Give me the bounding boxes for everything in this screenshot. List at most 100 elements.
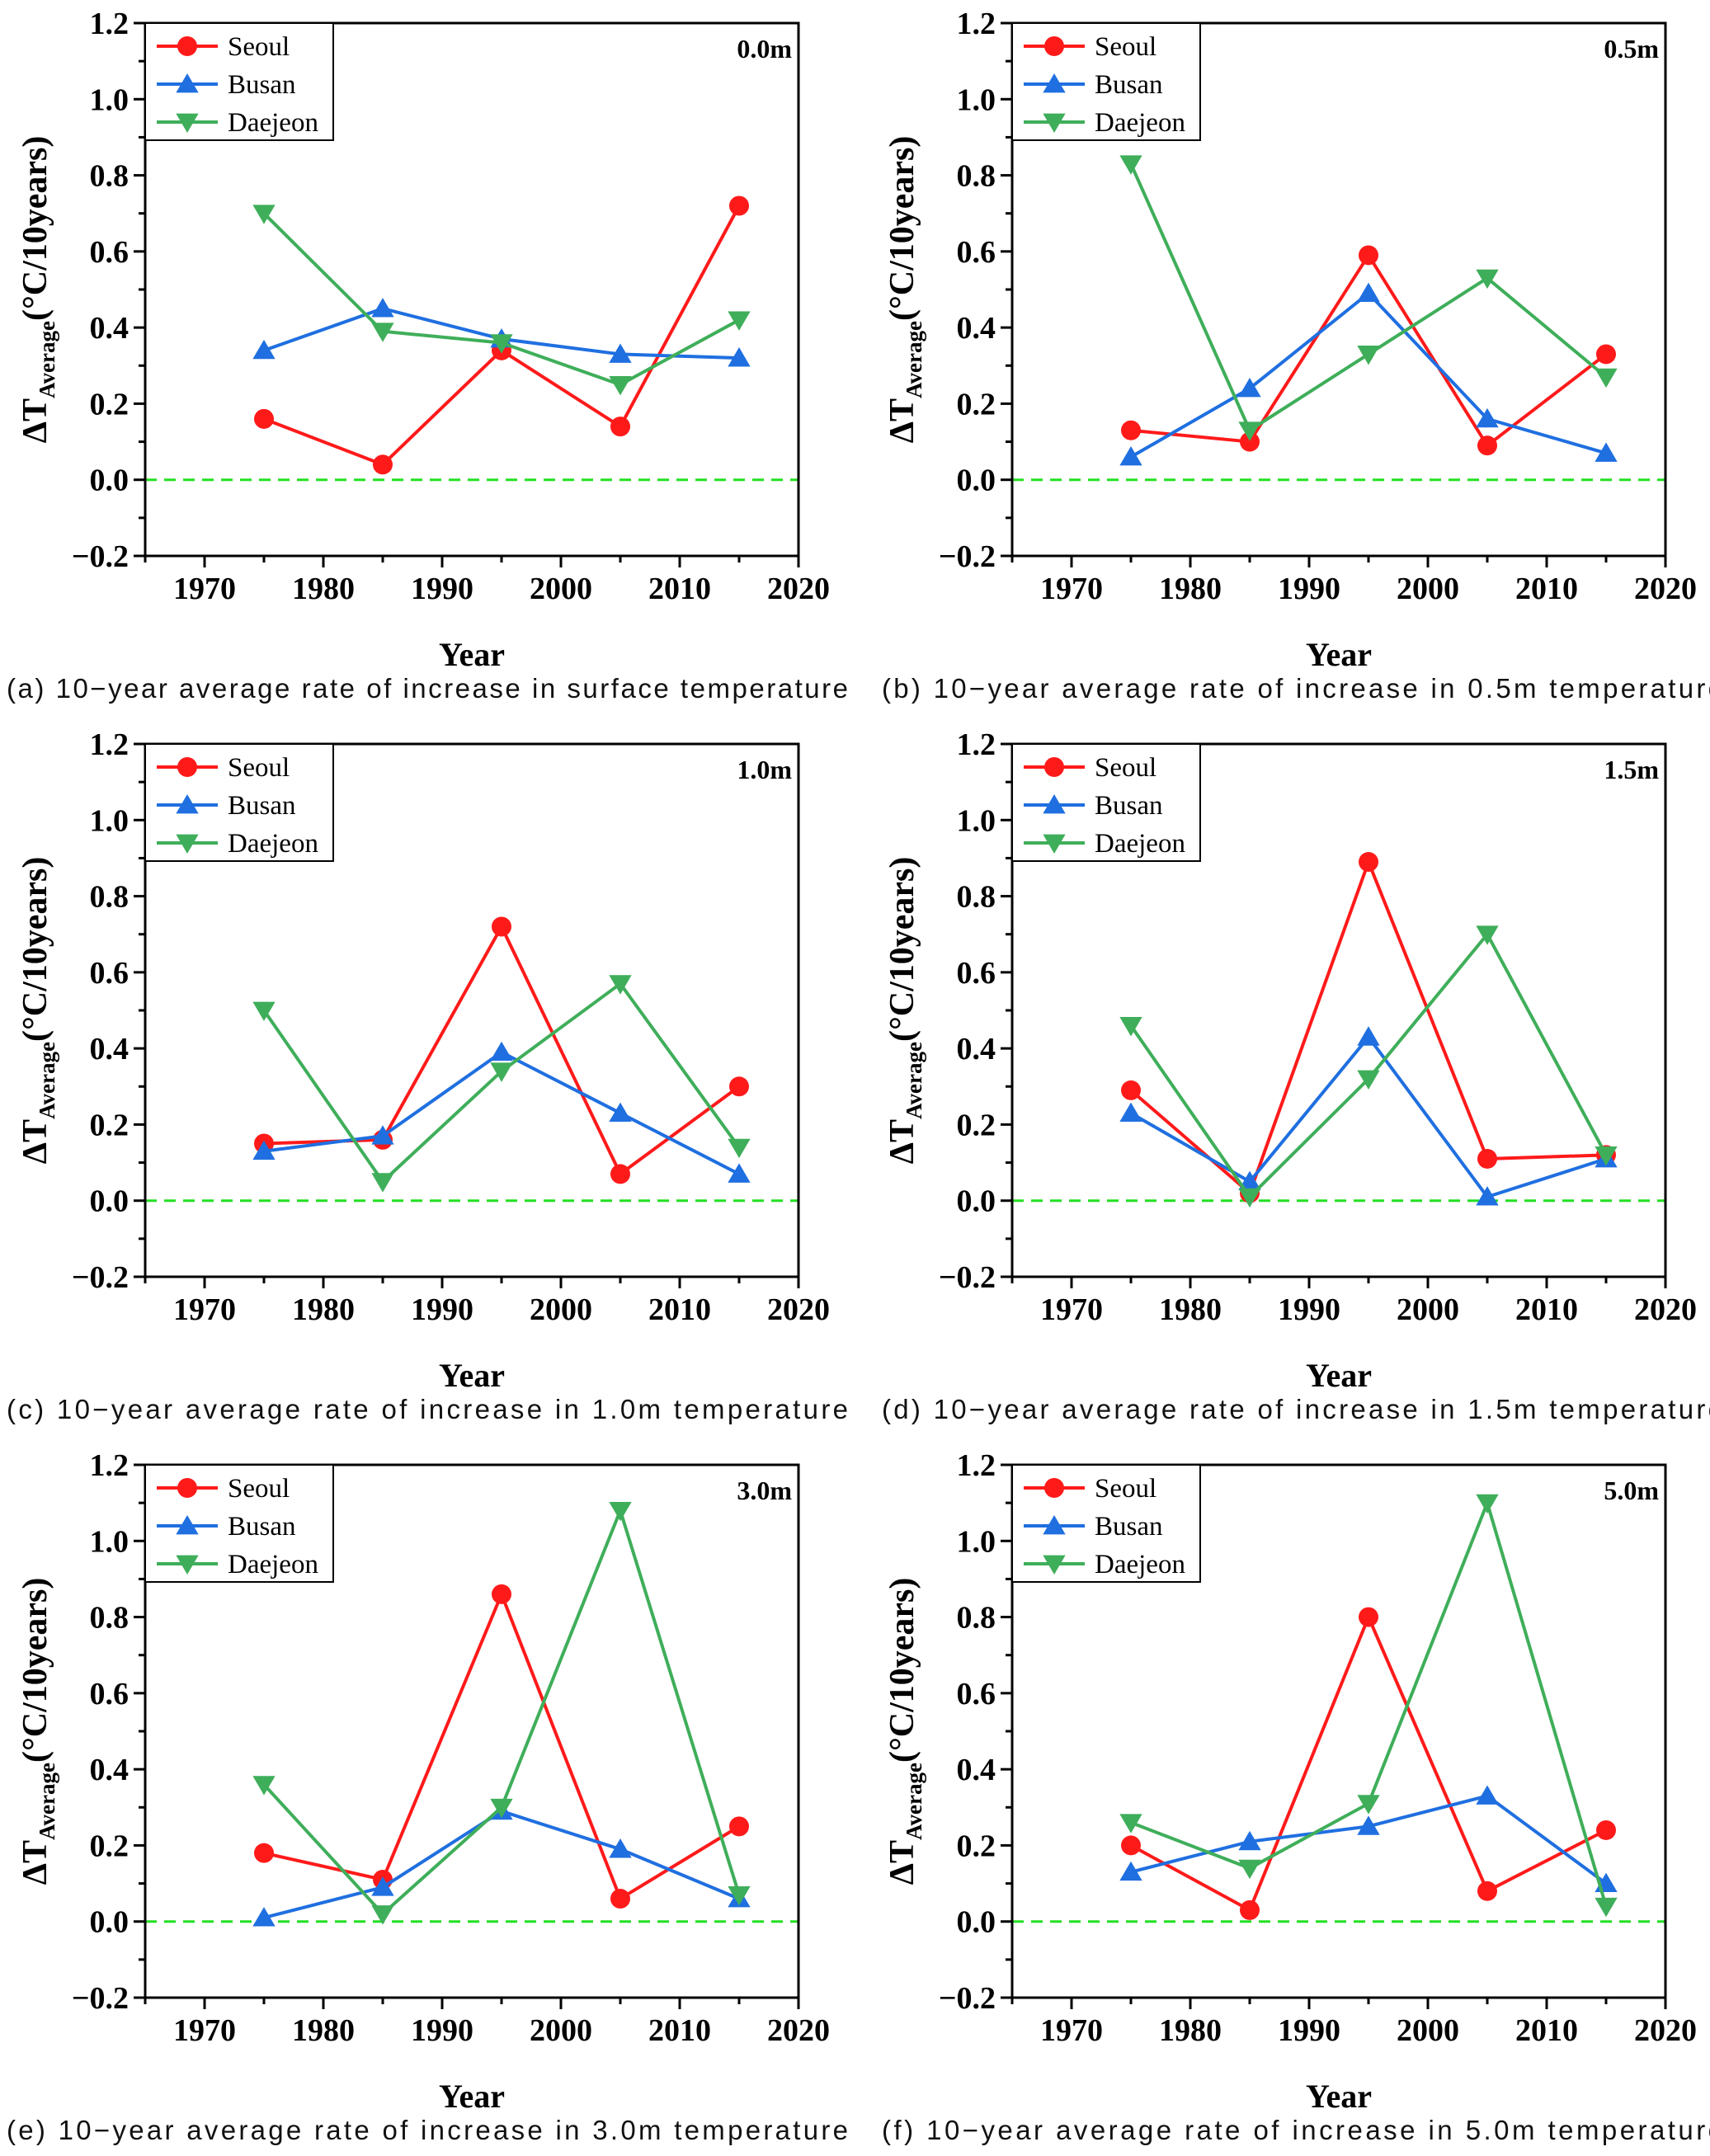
data-point-seoul-2005	[1477, 435, 1497, 456]
x-tick-label: 1970	[1040, 572, 1103, 606]
data-point-daejeon-1985	[371, 1173, 394, 1193]
x-axis-label: Year	[439, 636, 505, 673]
y-tick-label: 0.8	[90, 1601, 130, 1636]
legend-marker-busan	[1043, 1515, 1066, 1535]
chart-panel-a: 1970 1980 1990 2000 2010 2020 −0.2 0.0 0.2 0.4 0.6…	[7, 7, 848, 704]
y-axis-label-units: (°C/10years)	[883, 136, 921, 321]
y-tick-label: 0.8	[90, 159, 130, 194]
series-line-busan	[1130, 1035, 1607, 1199]
y-tick-label: 0.6	[957, 956, 996, 991]
legend-marker-busan	[176, 794, 199, 814]
y-tick-label: 0.8	[957, 880, 996, 915]
data-point-daejeon-1995	[1357, 1070, 1380, 1090]
data-point-busan-1985	[1238, 377, 1261, 398]
y-tick-label: 0.6	[90, 956, 130, 991]
y-tick-label: 1.0	[957, 82, 996, 117]
data-point-seoul-1985	[1240, 1899, 1260, 1920]
chart-panel-b: 1970 1980 1990 2000 2010 2020 −0.2 0.0 0.2 0.4 0.6…	[882, 7, 1710, 704]
data-point-seoul-1985	[373, 454, 393, 475]
y-axis-label-units: (°C/10years)	[16, 1578, 54, 1763]
x-tick-label: 1970	[1040, 1292, 1103, 1327]
legend: Seoul Busan Daejeon	[144, 743, 334, 862]
x-axis-label: Year	[1306, 636, 1372, 673]
data-point-seoul-1995	[1359, 1607, 1378, 1627]
legend-label-seoul: Seoul	[1095, 753, 1156, 783]
panel-caption: (d) 10−year average rate of increase in …	[882, 1394, 1710, 1424]
x-tick-label: 2000	[1397, 1292, 1459, 1327]
legend-marker-daejeon	[176, 834, 199, 854]
depth-label: 5.0m	[1604, 1476, 1659, 1505]
depth-label: 0.5m	[1604, 34, 1659, 64]
data-point-busan-2005	[609, 1102, 632, 1122]
y-axis-label: ΔTAverage(°C/10years)	[883, 857, 926, 1165]
data-point-seoul-2015	[1596, 344, 1616, 365]
y-axis-label-main: ΔT	[883, 398, 921, 443]
y-axis-label-units: (°C/10years)	[883, 1578, 921, 1763]
y-axis-label-main: ΔT	[883, 1840, 921, 1885]
y-tick-label: 0.0	[90, 1184, 130, 1219]
data-point-daejeon-2015	[1595, 1897, 1618, 1918]
legend: Seoul Busan Daejeon	[144, 22, 334, 141]
data-point-daejeon-2005	[609, 375, 632, 396]
data-point-busan-1975	[252, 339, 276, 360]
y-tick-label: 0.6	[957, 1677, 996, 1711]
x-tick-label: 1990	[411, 2013, 473, 2048]
panel-caption: (f) 10−year average rate of increase in …	[882, 2115, 1710, 2145]
data-point-seoul-1975	[254, 408, 274, 429]
data-point-seoul-2005	[1477, 1881, 1497, 1901]
data-point-seoul-1995	[492, 1584, 511, 1604]
x-tick-label: 2020	[767, 2013, 830, 2048]
x-tick-label: 2000	[530, 1292, 592, 1327]
data-point-busan-1995	[1357, 282, 1380, 303]
data-point-seoul-2005	[610, 1889, 630, 1909]
x-tick-label: 2010	[648, 572, 711, 606]
data-point-busan-2005	[1476, 1785, 1499, 1805]
y-tick-label: 1.0	[957, 1524, 996, 1559]
data-point-busan-1985	[1238, 1170, 1261, 1191]
y-tick-label: 0.0	[957, 464, 996, 498]
y-tick-label: 0.4	[957, 1032, 996, 1066]
data-point-busan-1995	[1357, 1815, 1380, 1835]
data-point-daejeon-2005	[1476, 1494, 1499, 1514]
y-tick-label: 0.4	[90, 1032, 130, 1066]
y-axis-label: ΔTAverage(°C/10years)	[16, 1578, 59, 1885]
data-point-daejeon-1975	[1119, 1017, 1142, 1037]
legend-label-seoul: Seoul	[1095, 1474, 1156, 1504]
y-tick-label: 0.0	[90, 1905, 130, 1940]
legend-label-daejeon: Daejeon	[1095, 829, 1185, 859]
y-tick-label: 0.8	[90, 880, 130, 915]
y-axis-label-main: ΔT	[16, 1840, 54, 1885]
legend-label-busan: Busan	[228, 791, 296, 821]
y-tick-label: 0.4	[90, 1753, 130, 1787]
x-tick-label: 1980	[292, 572, 355, 606]
data-point-daejeon-1985	[371, 1905, 394, 1925]
y-tick-label: 1.2	[90, 7, 130, 41]
y-axis-label-main: ΔT	[16, 1119, 54, 1164]
series-line-daejeon	[262, 1509, 741, 1916]
y-tick-label: 0.4	[957, 1753, 996, 1787]
series-line-daejeon	[1130, 1501, 1608, 1907]
data-point-daejeon-2015	[1595, 1146, 1618, 1166]
x-tick-label: 1970	[173, 572, 236, 606]
data-point-seoul-1975	[1121, 1835, 1141, 1856]
data-point-daejeon-1975	[252, 205, 276, 224]
legend-label-daejeon: Daejeon	[1095, 108, 1185, 138]
data-point-busan-1975	[252, 1907, 276, 1927]
y-tick-label: 1.2	[90, 1448, 130, 1483]
data-point-busan-2015	[728, 347, 751, 367]
data-point-busan-1985	[371, 1125, 394, 1145]
y-tick-label: 0.6	[957, 235, 996, 270]
legend-label-busan: Busan	[1095, 791, 1163, 821]
x-tick-label: 2020	[767, 572, 830, 606]
x-tick-label: 2020	[767, 1292, 830, 1327]
y-tick-label: −0.2	[939, 1260, 996, 1295]
legend-label-busan: Busan	[228, 1512, 296, 1542]
chart-panel-d: 1970 1980 1990 2000 2010 2020 −0.2 0.0 0.2 0.4 0.6…	[882, 727, 1710, 1424]
y-tick-label: 1.2	[90, 727, 130, 762]
legend-label-busan: Busan	[228, 70, 296, 100]
data-point-daejeon-2005	[609, 1501, 632, 1522]
data-point-daejeon-2005	[1476, 925, 1499, 945]
x-tick-label: 2020	[1634, 572, 1697, 606]
legend-marker-seoul	[177, 36, 197, 56]
